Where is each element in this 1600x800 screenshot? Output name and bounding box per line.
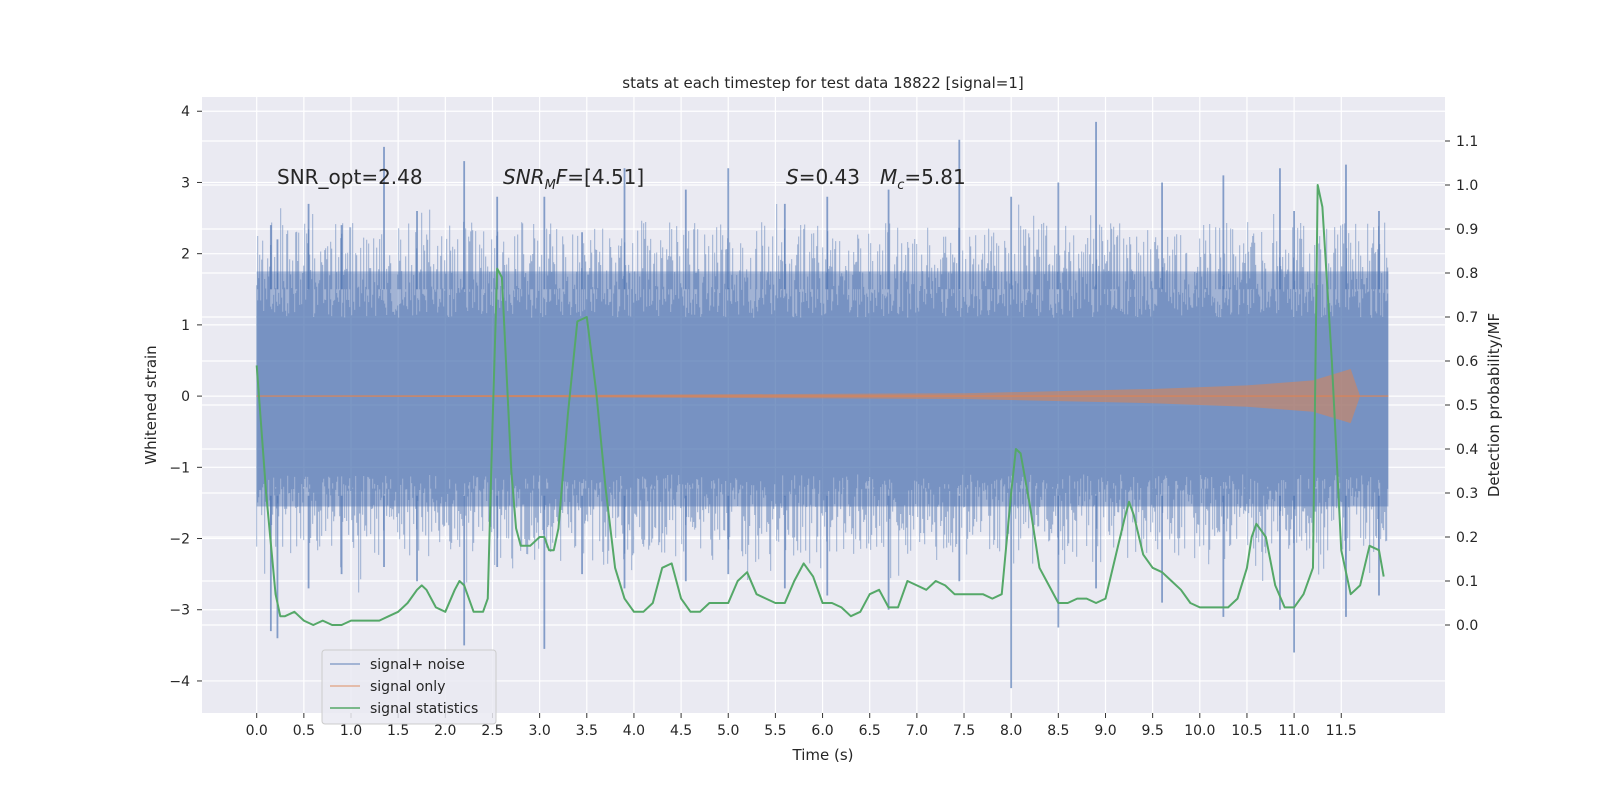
signal-only-envelope xyxy=(256,369,1361,424)
y-tick-label: 2 xyxy=(181,247,190,263)
x-tick-label: 1.5 xyxy=(387,723,409,739)
annotation-part: =[4.51] xyxy=(567,165,644,189)
annotation-part: S xyxy=(786,165,799,189)
annotation-part: c xyxy=(897,178,904,193)
y-tick-label: 4 xyxy=(181,104,190,120)
series-signal-only xyxy=(256,369,1389,424)
y-tick-label: 3 xyxy=(181,175,190,191)
x-tick-label: 1.0 xyxy=(340,723,362,739)
annotation-1: SNR_opt=2.48 xyxy=(277,165,423,189)
x-tick-label: 7.5 xyxy=(953,723,975,739)
x-tick-label: 8.5 xyxy=(1047,723,1069,739)
x-tick-label: 11.0 xyxy=(1279,723,1310,739)
x-tick-label: 10.0 xyxy=(1184,723,1215,739)
annotation-part: M xyxy=(545,178,556,193)
x-tick-label: 6.5 xyxy=(859,723,881,739)
annotations: SNR_opt=2.48 SNRMF=[4.51] S=0.43 Mc=5.81 xyxy=(277,165,966,193)
noise-spikes xyxy=(269,121,1380,689)
right-tick-label: 0.2 xyxy=(1456,530,1478,546)
annotation-4: Mc=5.81 xyxy=(880,165,966,193)
x-tick-label: 9.5 xyxy=(1142,723,1164,739)
right-tick-label: 0.3 xyxy=(1456,486,1478,502)
y-tick-label: −3 xyxy=(169,603,190,619)
y-tick-label: −4 xyxy=(169,674,190,690)
right-tick-label: 0.8 xyxy=(1456,266,1478,282)
x-tick-label: 9.0 xyxy=(1094,723,1116,739)
x-tick-label: 4.5 xyxy=(670,723,692,739)
x-tick-label: 10.5 xyxy=(1231,723,1262,739)
annotation-part: M xyxy=(880,165,897,189)
annotation-2: SNRMF=[4.51] xyxy=(503,165,644,193)
right-tick-label: 0.6 xyxy=(1456,354,1478,370)
x-axis-ticks: 0.0 0.5 1.0 1.5 2.0 2.5 3.0 3.5 4.0 4.5 5.0 5.5 6.0 6… xyxy=(246,713,1357,739)
legend-box xyxy=(321,649,497,725)
y-tick-label: −1 xyxy=(169,460,190,476)
signal-statistics-line xyxy=(255,184,1385,626)
chart-title: stats at each timestep for test data 188… xyxy=(622,74,1023,92)
x-tick-label: 0.0 xyxy=(246,723,268,739)
right-tick-label: 1.1 xyxy=(1456,134,1478,150)
annotation-3: S=0.43 xyxy=(786,165,860,189)
right-tick-label: 0.1 xyxy=(1456,574,1478,590)
right-tick-label: 0.7 xyxy=(1456,310,1478,326)
legend-label-signal-noise: signal+ noise xyxy=(370,657,465,673)
right-tick-label: 0.9 xyxy=(1456,222,1478,238)
y-tick-label: 0 xyxy=(181,389,190,405)
y-tick-label: 1 xyxy=(181,318,190,334)
x-tick-label: 0.5 xyxy=(293,723,315,739)
x-tick-label: 6.0 xyxy=(811,723,833,739)
series-signal-statistics xyxy=(255,184,1385,626)
x-tick-label: 2.0 xyxy=(434,723,456,739)
x-tick-label: 8.0 xyxy=(1000,723,1022,739)
x-tick-label: 3.0 xyxy=(528,723,550,739)
x-tick-label: 5.0 xyxy=(717,723,739,739)
annotation-part: F xyxy=(556,165,568,189)
y-axis-ticks: 4 3 2 1 0 −1 −2 −3 −4 xyxy=(169,104,202,690)
x-tick-label: 2.5 xyxy=(481,723,503,739)
annotation-part: SNR_opt=2.48 xyxy=(277,165,423,189)
x-tick-label: 4.0 xyxy=(623,723,645,739)
legend-label-signal-statistics: signal statistics xyxy=(370,701,478,717)
right-tick-label: 1.0 xyxy=(1456,178,1478,194)
annotation-part: SNR xyxy=(503,165,545,189)
right-tick-label: 0.5 xyxy=(1456,398,1478,414)
legend-label-signal-only: signal only xyxy=(370,679,445,695)
annotation-part: =5.81 xyxy=(904,165,965,189)
x-tick-label: 11.5 xyxy=(1326,723,1357,739)
right-tick-label: 0.4 xyxy=(1456,442,1478,458)
y-tick-label: −2 xyxy=(169,532,190,548)
annotation-part: =0.43 xyxy=(799,165,860,189)
x-axis-label: Time (s) xyxy=(792,746,854,764)
right-axis-label: Detection probability/MF xyxy=(1485,313,1503,497)
x-tick-label: 7.0 xyxy=(906,723,928,739)
y-axis-label: Whitened strain xyxy=(142,345,160,464)
right-axis-ticks: 1.1 1.0 0.9 0.8 0.7 0.6 0.5 0.4 0.3 0.2 0.1 0.0 xyxy=(1445,134,1478,634)
right-tick-label: 0.0 xyxy=(1456,618,1478,634)
x-tick-label: 3.5 xyxy=(576,723,598,739)
legend: signal+ noise signal only signal statist… xyxy=(321,649,497,725)
x-tick-label: 5.5 xyxy=(764,723,786,739)
